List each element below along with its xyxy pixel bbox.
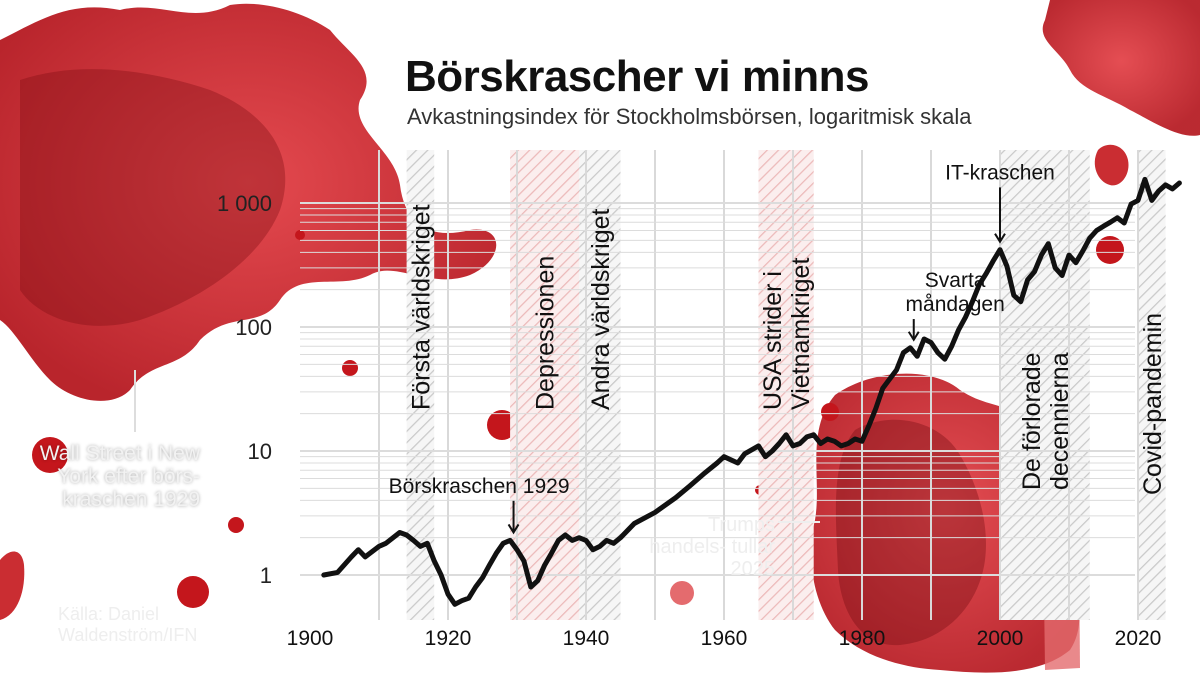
x-tick-label: 1920 xyxy=(425,627,472,650)
wall-street-photo-shade xyxy=(20,69,286,326)
band-label-3: USA strider iVietnamkriget xyxy=(759,258,815,410)
y-tick-label: 10 xyxy=(248,439,272,464)
wall-street-photo-splatter xyxy=(0,3,497,401)
y-tick-label: 1 xyxy=(260,563,272,588)
band-label-1: Depressionen xyxy=(532,256,560,410)
annotation-arrowhead-2 xyxy=(994,233,1006,244)
blood-smear xyxy=(0,551,25,620)
blood-drop xyxy=(228,517,244,533)
blood-drop xyxy=(177,576,209,608)
source-credit: Källa: Daniel Waldenström/IFN xyxy=(58,604,198,645)
x-tick-label: 2000 xyxy=(977,627,1024,650)
y-tick-label: 100 xyxy=(235,315,272,340)
blood-drop xyxy=(821,403,839,421)
blood-drop xyxy=(487,410,517,440)
line-layer xyxy=(321,176,1182,607)
annotation-arrowhead-0 xyxy=(507,523,520,535)
annotation-arrowhead-1 xyxy=(907,331,920,342)
band-label-4: De förloradedecennierna xyxy=(1018,352,1074,490)
band-label-0: Första världskriget xyxy=(407,204,435,410)
chart-subtitle: Avkastningsindex för Stockholmsbörsen, l… xyxy=(407,104,972,129)
y-tick-label: 1 000 xyxy=(217,191,272,216)
x-tick-label: 1900 xyxy=(287,627,334,650)
blood-drop xyxy=(1096,236,1124,264)
blood-drop xyxy=(295,230,305,240)
blood-drop xyxy=(32,437,68,473)
axis-labels: 1900 1920 1940 1960 1980 2000 2020 1 10 100 1 000 xyxy=(217,191,1161,650)
drip-splatter xyxy=(1094,144,1129,186)
trump-photo-shade xyxy=(835,419,986,646)
crisis-band-5 xyxy=(1138,150,1166,620)
crisis-band-4 xyxy=(1000,150,1090,620)
band-label-5: Covid-pandemin xyxy=(1139,313,1167,495)
annotation-label-0: Börskraschen 1929 xyxy=(389,475,570,498)
x-tick-label: 1980 xyxy=(839,627,886,650)
photo-caption: Wall Street i New York efter börs- krasc… xyxy=(39,442,200,511)
band-label-2: Andra världskriget xyxy=(587,208,615,410)
chart-title: Börskrascher vi minns xyxy=(405,52,869,101)
crisis-band-3 xyxy=(758,150,814,620)
annotation-label-1: Svarta måndagen xyxy=(906,269,1005,316)
x-tick-label: 1940 xyxy=(563,627,610,650)
annotations: Börskraschen 1929 Svarta måndagen IT-krasch… xyxy=(389,161,1055,535)
blood-drop xyxy=(342,360,358,376)
blood-drop xyxy=(670,581,694,605)
x-tick-label: 1960 xyxy=(701,627,748,650)
grid xyxy=(300,150,1139,620)
annotation-label-2: IT-kraschen xyxy=(945,161,1055,184)
x-tick-label: 2020 xyxy=(1115,627,1162,650)
virus-splatter xyxy=(1042,0,1200,136)
crisis-band-1 xyxy=(510,150,580,620)
band-labels: Första världskriget Depressionen Andra vär… xyxy=(407,204,1166,495)
tariff-caption: Trumps handels- tullar 2025 xyxy=(649,514,775,580)
